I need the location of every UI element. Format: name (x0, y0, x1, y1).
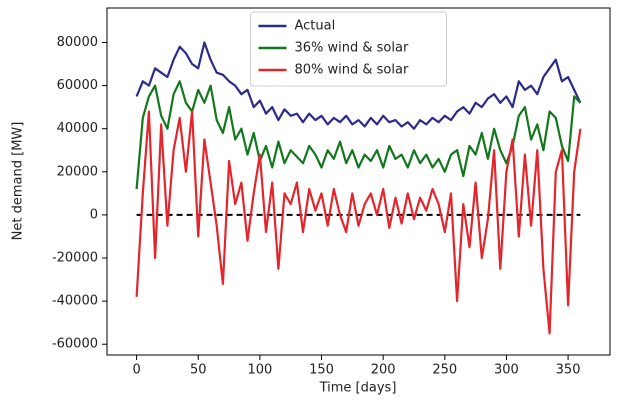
x-tick-label: 50 (190, 363, 207, 378)
x-axis-label: Time [days] (319, 381, 397, 396)
x-tick-label: 300 (494, 363, 519, 378)
y-tick-label: -20000 (52, 251, 98, 266)
legend-box (250, 11, 447, 87)
plot-frame (106, 7, 611, 356)
x-tick-label: 0 (132, 363, 140, 378)
y-tick-label: -40000 (52, 294, 98, 309)
x-tick-label: 150 (309, 363, 334, 378)
y-axis-label: Net demand [MW] (11, 122, 26, 241)
y-tick-label: 60000 (57, 78, 98, 93)
x-tick-label: 350 (556, 363, 581, 378)
y-tick-label: 0 (90, 207, 98, 222)
x-tick-label: 250 (432, 363, 457, 378)
series-line (135, 80, 582, 190)
y-tick-label: -60000 (52, 337, 98, 352)
legend-label: 36% wind & solar (295, 41, 409, 56)
series-line (135, 110, 582, 335)
y-tick-label: 20000 (57, 164, 98, 179)
legend-label: Actual (295, 19, 336, 34)
legend-label: 80% wind & solar (295, 63, 409, 78)
y-tick-label: 80000 (57, 35, 98, 50)
series-line (135, 41, 582, 130)
x-tick-label: 200 (371, 363, 396, 378)
x-tick-label: 100 (247, 363, 272, 378)
y-tick-label: 40000 (57, 121, 98, 136)
